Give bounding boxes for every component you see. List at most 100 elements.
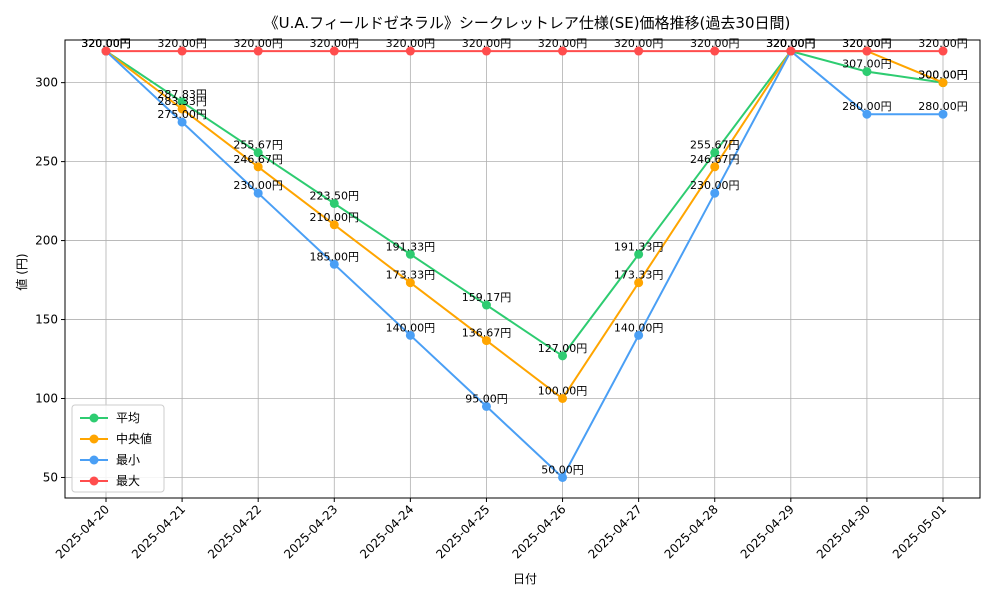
data-point xyxy=(634,330,644,340)
data-label: 136.67円 xyxy=(462,327,512,340)
x-tick-label: 2025-05-01 xyxy=(890,502,949,561)
data-label: 320.00円 xyxy=(386,37,436,50)
x-tick-label: 2025-04-29 xyxy=(738,502,797,561)
data-label: 287.83円 xyxy=(157,88,207,101)
data-label: 320.00円 xyxy=(462,37,512,50)
data-labels: 320.00円 287.83円 255.67円 223.50円 191.33円 159.1… xyxy=(81,37,968,476)
data-point xyxy=(710,188,720,198)
data-label: 320.00円 xyxy=(842,37,892,50)
data-point xyxy=(481,401,491,411)
data-point xyxy=(634,278,644,288)
x-axis-title: 日付 xyxy=(513,572,537,586)
legend-marker xyxy=(89,476,99,486)
x-tick-label: 2025-04-22 xyxy=(205,502,264,561)
legend-box xyxy=(71,404,165,493)
legend-item: 最大 xyxy=(80,474,140,488)
data-point xyxy=(329,46,339,56)
series-3 xyxy=(101,46,948,56)
data-label: 246.67円 xyxy=(233,153,283,166)
data-point xyxy=(710,148,720,158)
x-tick-label: 2025-04-25 xyxy=(433,502,492,561)
data-point xyxy=(177,97,187,107)
data-label: 280.00円 xyxy=(842,100,892,113)
x-tick-label: 2025-04-21 xyxy=(129,502,188,561)
data-point xyxy=(253,162,263,172)
data-label: 230.00円 xyxy=(233,179,283,192)
legend-marker xyxy=(89,434,99,444)
axis-ticks: 2025-04-20 2025-04-21 2025-04-22 2025-04-23… xyxy=(35,76,949,562)
series-line xyxy=(105,50,944,400)
data-label: 159.17円 xyxy=(462,291,512,304)
data-label: 185.00円 xyxy=(310,250,360,263)
data-point xyxy=(101,46,111,56)
legend-item: 最小 xyxy=(80,453,140,467)
chart-title: 《U.A.フィールドゼネラル》シークレットレア仕様(SE)価格推移(過去30日間… xyxy=(264,14,791,32)
data-label: 300.00円 xyxy=(918,69,968,82)
data-label: 320.00円 xyxy=(81,37,131,50)
data-point xyxy=(405,249,415,259)
data-label: 320.00円 xyxy=(918,37,968,50)
series-2 xyxy=(101,46,948,482)
y-axis-title: 値 (円) xyxy=(14,253,29,290)
data-label: 320.00円 xyxy=(81,37,131,50)
data-point xyxy=(481,46,491,56)
data-label: 280.00円 xyxy=(918,100,968,113)
x-tick-label: 2025-04-30 xyxy=(814,502,873,561)
legend-label: 中央値 xyxy=(116,431,152,446)
data-label: 95.00円 xyxy=(465,392,508,405)
data-label: 246.67円 xyxy=(690,153,740,166)
data-point xyxy=(253,46,263,56)
data-point xyxy=(405,46,415,56)
series-layer xyxy=(101,46,948,482)
legend-label: 平均 xyxy=(116,411,140,425)
data-label: 320.00円 xyxy=(842,37,892,50)
data-label: 320.00円 xyxy=(81,37,131,50)
data-label: 173.33円 xyxy=(614,269,664,282)
data-point xyxy=(862,109,872,119)
series-1 xyxy=(101,46,948,404)
data-point xyxy=(329,259,339,269)
data-label: 320.00円 xyxy=(766,37,816,50)
y-tick-label: 150 xyxy=(35,313,58,327)
legend-item: 平均 xyxy=(80,411,140,425)
data-point xyxy=(405,278,415,288)
data-point xyxy=(634,249,644,259)
data-label: 320.00円 xyxy=(690,37,740,50)
data-label: 100.00円 xyxy=(538,385,588,398)
data-label: 307.00円 xyxy=(842,58,892,71)
legend-item: 中央値 xyxy=(80,431,152,446)
data-label: 320.00円 xyxy=(81,37,131,50)
legend-label: 最大 xyxy=(116,474,140,488)
series-line xyxy=(105,49,943,480)
data-point xyxy=(558,46,568,56)
data-label: 320.00円 xyxy=(310,37,360,50)
y-tick-label: 50 xyxy=(43,470,58,484)
data-point xyxy=(177,104,187,114)
data-label: 275.00円 xyxy=(157,108,207,121)
data-point xyxy=(558,472,568,482)
data-point xyxy=(253,148,263,158)
data-label: 230.00円 xyxy=(690,179,740,192)
data-point xyxy=(710,162,720,172)
x-tick-label: 2025-04-23 xyxy=(281,502,340,561)
data-label: 255.67円 xyxy=(690,139,740,152)
data-point xyxy=(481,300,491,310)
data-point xyxy=(938,109,948,119)
data-point xyxy=(862,67,872,77)
data-label: 210.00円 xyxy=(310,211,360,224)
data-point xyxy=(405,330,415,340)
x-tick-label: 2025-04-27 xyxy=(586,502,645,561)
data-point xyxy=(558,394,568,404)
data-label: 173.33円 xyxy=(386,269,436,282)
data-label: 140.00円 xyxy=(386,321,436,334)
data-label: 320.00円 xyxy=(766,37,816,50)
x-tick-label: 2025-04-20 xyxy=(53,502,112,561)
y-tick-label: 300 xyxy=(35,76,58,90)
data-label: 300.00円 xyxy=(918,69,968,82)
y-tick-label: 100 xyxy=(35,392,58,406)
data-point xyxy=(710,46,720,56)
data-label: 255.67円 xyxy=(233,139,283,152)
data-point xyxy=(786,46,796,56)
